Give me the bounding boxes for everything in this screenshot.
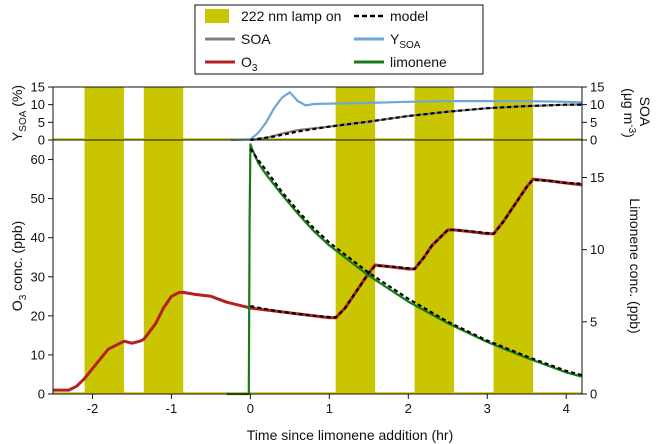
top-y-left-tick-label: 10 [31,97,45,112]
bot-y-left-tick-label: 60 [31,152,45,167]
top-lamp-on-band [143,87,184,140]
legend-swatch [205,9,229,23]
bottom-y-left-title: O3 conc. (ppb) [9,221,29,311]
top-lamp-on-band [335,87,376,140]
legend-box [194,4,484,75]
top-lamp-on-band [493,87,534,140]
top-y-right-tick-label: 0 [590,133,597,148]
legend-label: YSOA [390,31,421,51]
bot-lamp-on-band [335,140,376,394]
x-axis-title: Time since limonene addition (hr) [247,427,453,443]
top-series-y-soa [230,91,583,142]
bot-y-right-tick-label: 10 [590,242,604,257]
top-y-right-tick-label: 10 [590,97,604,112]
top-panel: 0 5 10 15 0 5 10 15 [31,80,605,148]
bot-series-limonene [226,143,583,396]
top-y-right-tick-label: 15 [590,80,604,95]
legend-item-soa: SOA [205,31,271,47]
x-tick-label: -2 [87,401,99,416]
x-tick-label: 2 [405,401,412,416]
bot-y-left-tick-label: 30 [31,269,45,284]
bot-y-left-tick-label: 50 [31,191,45,206]
x-tick-label: 1 [326,401,333,416]
legend-item-limonene: limonene [354,54,447,70]
bot-y-left-tick-label: 10 [31,347,45,362]
legend-item-ysoa: YSOA [354,31,421,51]
bot-lamp-on-band [414,140,455,394]
top-y-right-title: SOA (μg m-3) [621,88,653,138]
bot-lamp-on-band [143,140,184,394]
x-tick-label: 0 [247,401,254,416]
x-tick-label: 4 [563,401,570,416]
top-lamp-on-band [84,87,125,140]
bot-series-model [249,148,583,377]
x-tick-label: -1 [166,401,178,416]
top-y-right-tick-label: 5 [590,115,597,130]
legend-item-o3: O3 [205,54,258,74]
legend-label: 222 nm lamp on [241,8,341,24]
bot-y-left-tick-label: 20 [31,308,45,323]
bot-y-right-tick-label: 15 [590,170,604,185]
legend-label: O3 [241,54,258,74]
top-y-left-tick-label: 5 [38,115,45,130]
top-y-left-tick-label: 15 [31,80,45,95]
legend-label: limonene [390,54,447,70]
bot-y-right-tick-label: 0 [590,387,597,402]
legend-label: model [390,8,428,24]
legend-item-model: model [354,8,428,24]
bot-y-left-tick-label: 0 [38,387,45,402]
legend: 222 nm lamp on model SOA YSOA O3 limonene [194,4,484,75]
x-tick-label: 3 [484,401,491,416]
bot-y-left-tick-label: 40 [31,230,45,245]
legend-item-222-nm-lamp-on: 222 nm lamp on [205,8,341,24]
bot-y-right-tick-label: 5 [590,314,597,329]
bot-plot-frame [52,139,583,395]
legend-label: SOA [241,31,271,47]
top-y-left-title: YSOA (%) [9,85,29,141]
bottom-y-right-title: Limonene conc. (ppb) [627,198,643,333]
bot-series-model [250,178,583,319]
top-y-left-tick-label: 0 [38,133,45,148]
bottom-panel: 0 10 20 30 40 50 60 0 5 10 15 -2 -1 0 1 2 3 4 [31,139,604,416]
